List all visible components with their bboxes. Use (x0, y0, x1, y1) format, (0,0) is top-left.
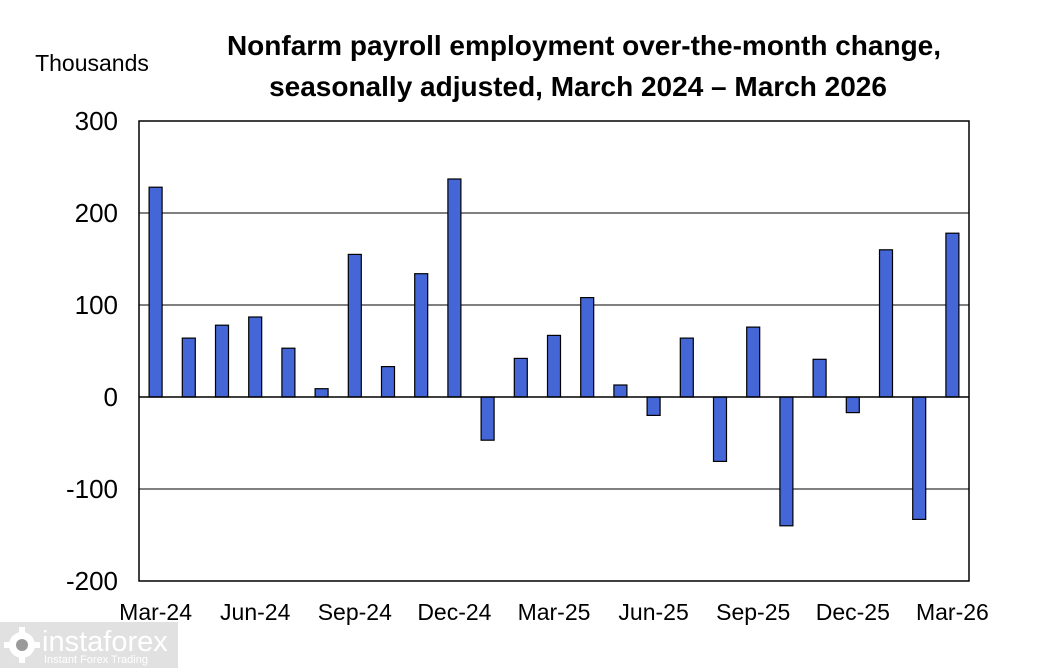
chart-title-line-1: Nonfarm payroll employment over-the-mont… (227, 30, 941, 61)
bar-Jan-26 (878, 249, 894, 398)
bar-Dec-24 (447, 178, 462, 398)
bar-Jun-24 (248, 316, 263, 398)
x-tick-label: Mar-26 (916, 599, 989, 625)
bar-May-25 (613, 384, 628, 398)
bar-Jul-24 (281, 347, 296, 398)
bar-Apr-25 (580, 297, 595, 398)
y-tick-label: 200 (75, 198, 118, 228)
y-tick-label: 0 (104, 382, 118, 412)
bar-Aug-25 (712, 396, 728, 463)
bar-Jan-25 (480, 396, 495, 441)
x-tick-label: Dec-25 (816, 599, 890, 625)
watermark-tagline: Instant Forex Trading (44, 654, 148, 666)
bar-Sep-25 (746, 326, 761, 398)
plot-frame (138, 120, 970, 582)
bar-Oct-25 (779, 396, 794, 527)
bar-Mar-26 (945, 232, 960, 398)
chart-title-line-2: seasonally adjusted, March 2024 – March … (269, 71, 887, 102)
bar-Oct-24 (380, 366, 396, 398)
bar-Mar-25 (546, 334, 562, 398)
bar-Aug-24 (314, 388, 329, 398)
bar-May-24 (214, 324, 230, 398)
x-tick-label: Sep-25 (716, 599, 790, 625)
bar-Jun-25 (646, 396, 661, 416)
gridlines (139, 212, 969, 490)
y-tick-label: 300 (75, 106, 118, 136)
bar-Nov-24 (414, 273, 429, 398)
bar-Feb-25 (513, 357, 528, 398)
x-tick-label: Mar-25 (518, 599, 591, 625)
x-tick-label: Jun-25 (618, 599, 688, 625)
bars (148, 178, 960, 527)
bar-Feb-26 (912, 396, 927, 521)
y-tick-labels: 300 200 100 0 -100 -200 (66, 106, 118, 596)
bar-Mar-24 (148, 186, 163, 398)
y-tick-label: -200 (66, 566, 118, 596)
bar-Sep-24 (347, 253, 362, 398)
x-tick-label: Jun-24 (220, 599, 291, 625)
gear-logo-icon (4, 627, 40, 663)
bar-Dec-25 (845, 396, 860, 414)
bar-Jul-25 (679, 337, 694, 398)
x-tick-label: Dec-24 (417, 599, 491, 625)
x-tick-label: Sep-24 (318, 599, 392, 625)
watermark-name: instaforex (42, 626, 168, 658)
instaforex-watermark: instaforex Instant Forex Trading (0, 622, 178, 668)
bar-Nov-25 (812, 358, 827, 398)
y-tick-label: 100 (75, 290, 118, 320)
bar-Apr-24 (181, 337, 196, 398)
y-axis-label: Thousands (35, 50, 149, 76)
y-tick-label: -100 (66, 474, 118, 504)
x-tick-labels: Mar-24 Jun-24 Sep-24 Dec-24 Mar-25 Jun-25 Sep-… (119, 599, 989, 625)
x-tick-label: Mar-24 (119, 599, 192, 625)
